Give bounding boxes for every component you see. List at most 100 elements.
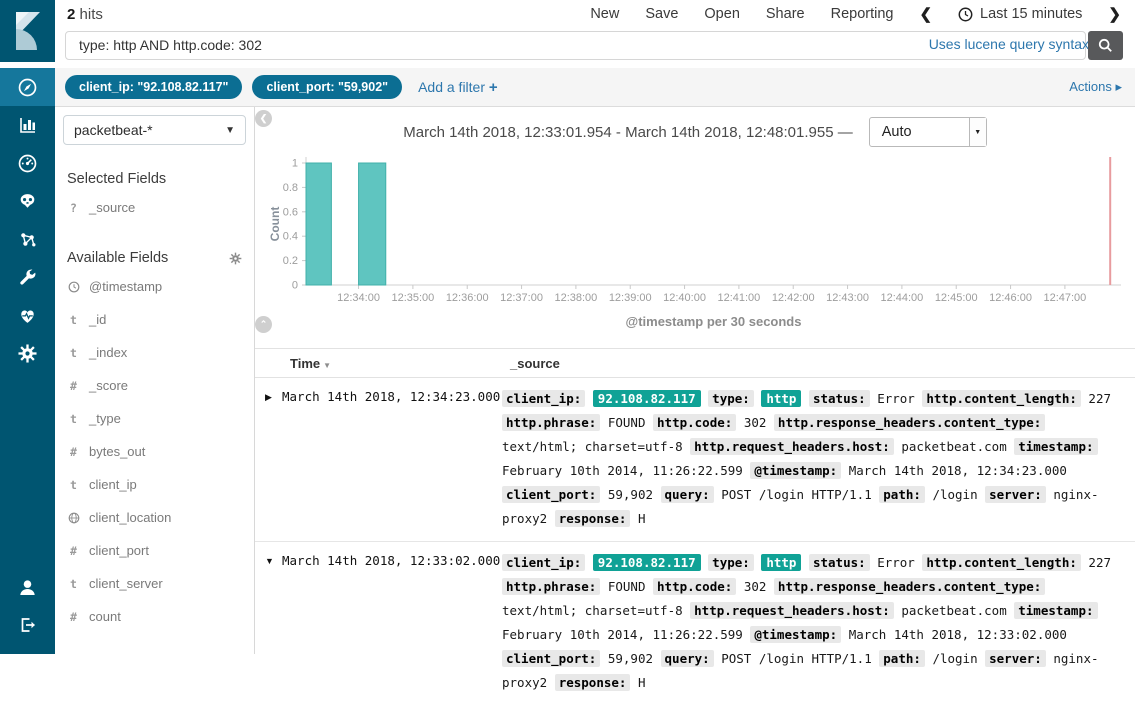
interval-value: Auto [881, 124, 912, 140]
field-item-source[interactable]: ? _source [55, 191, 254, 224]
nav-item-account[interactable] [0, 568, 55, 606]
chevron-down-icon: ▼ [968, 118, 986, 146]
lucene-syntax-link[interactable]: Uses lucene query syntax [928, 36, 1089, 52]
source-field-value: March 14th 2018, 12:33:02.000 [848, 627, 1067, 642]
compass-icon [18, 78, 37, 96]
svg-text:12:42:00: 12:42:00 [772, 292, 815, 304]
unknown-type-field-icon: ? [70, 200, 77, 215]
field-item-bytesout[interactable]: # bytes_out [55, 435, 254, 468]
nav-item-timelion[interactable] [0, 182, 55, 220]
source-field-key: query: [660, 486, 714, 503]
search-icon [1098, 38, 1112, 52]
svg-text:Count: Count [268, 207, 282, 242]
menu-save[interactable]: Save [645, 6, 679, 22]
index-pattern-label: packetbeat-* [74, 122, 153, 138]
svg-text:12:45:00: 12:45:00 [935, 292, 978, 304]
bar-chart-icon [19, 118, 35, 133]
kibana-logo[interactable] [0, 0, 55, 62]
nav-item-dev-tools[interactable] [0, 258, 55, 296]
menu-reporting[interactable]: Reporting [830, 6, 894, 22]
table-row: ▼ March 14th 2018, 12:33:02.000 client_ip:… [255, 542, 1135, 705]
field-name: _type [89, 411, 121, 426]
svg-text:12:43:00: 12:43:00 [826, 292, 869, 304]
source-field-key: server: [985, 650, 1046, 667]
source-field-key: http.request_headers.host: [690, 438, 894, 455]
filter-pill[interactable]: client_ip: "92.108.82.117" [65, 75, 243, 99]
source-field-value: packetbeat.com [901, 439, 1007, 454]
field-name: count [89, 609, 121, 624]
collapse-chart-icon[interactable]: ⌃ [255, 316, 272, 333]
add-filter-button[interactable]: Add a filter + [418, 78, 498, 96]
menu-open[interactable]: Open [704, 6, 740, 22]
field-name: @timestamp [89, 279, 163, 294]
nav-rail [0, 0, 55, 654]
nav-item-graph[interactable] [0, 220, 55, 258]
chart-header: March 14th 2018, 12:33:01.954 - March 14… [255, 116, 1135, 148]
svg-text:12:34:00: 12:34:00 [337, 292, 380, 304]
field-item-count[interactable]: # count [55, 600, 254, 633]
fields-sidebar: packetbeat-* ▼ Selected Fields ? _source … [55, 107, 255, 654]
nav-item-discover[interactable] [0, 68, 55, 106]
source-field-key: response: [554, 674, 631, 691]
filter-pill[interactable]: client_port: "59,902" [252, 75, 403, 99]
field-item-index[interactable]: t _index [55, 336, 254, 369]
filter-actions-button[interactable]: Actions ▸ [1069, 79, 1122, 94]
field-settings-gear-icon[interactable] [229, 252, 242, 265]
time-back-icon[interactable]: ❮ [919, 6, 933, 23]
nav-item-dashboard[interactable] [0, 144, 55, 182]
source-field-key: type: [708, 554, 754, 571]
column-header-source: _source [510, 355, 560, 371]
source-field-value: text/html; charset=utf-8 [502, 603, 683, 618]
source-field-key: http.code: [653, 414, 737, 431]
field-item-clientip[interactable]: t client_ip [55, 468, 254, 501]
histogram-chart[interactable]: 0 0.2 0.4 0.6 0.8 1 12:34:00 12:35:00 12:36:00 12… [255, 150, 1135, 340]
rail-separator [0, 62, 55, 68]
index-pattern-select[interactable]: packetbeat-* ▼ [63, 115, 246, 145]
hits-number: 2 [67, 6, 76, 23]
source-field-key: response: [554, 510, 631, 527]
source-field-value: 302 [743, 415, 767, 430]
field-item-clientserver[interactable]: t client_server [55, 567, 254, 600]
nav-item-management[interactable] [0, 334, 55, 372]
source-field-key: client_ip: [502, 554, 586, 571]
field-item-clientlocation[interactable]: client_location [55, 501, 254, 534]
table-header: Time ▼ _source [255, 348, 1135, 378]
top-bar: 2 hits New Save Open Share Reporting ❮ L… [55, 0, 1135, 68]
source-field-value: Error [877, 555, 915, 570]
field-item-timestamp[interactable]: @timestamp [55, 270, 254, 303]
nav-item-logout[interactable] [0, 606, 55, 644]
field-item-clientport[interactable]: # client_port [55, 534, 254, 567]
source-field-key: @timestamp: [750, 462, 842, 479]
menu-share[interactable]: Share [765, 6, 805, 22]
column-header-time[interactable]: Time ▼ [290, 355, 332, 371]
search-button[interactable] [1088, 31, 1123, 60]
source-field-key: http.phrase: [502, 578, 601, 595]
top-menu: New Save Open Share Reporting ❮ Last 15 … [590, 5, 1121, 23]
expand-row-icon[interactable]: ▶ [265, 392, 272, 402]
menu-new[interactable]: New [590, 6, 620, 22]
field-item-score[interactable]: # _score [55, 369, 254, 402]
globe-field-icon [67, 512, 80, 524]
field-name: client_ip [89, 477, 137, 492]
collapse-sidebar-icon[interactable]: ❮ [255, 110, 272, 127]
nav-item-monitoring[interactable] [0, 296, 55, 334]
chart-time-range-title: March 14th 2018, 12:33:01.954 - March 14… [403, 123, 853, 141]
interval-select[interactable]: Auto ▼ [868, 117, 987, 147]
svg-text:12:35:00: 12:35:00 [391, 292, 434, 304]
expand-row-icon[interactable]: ▼ [265, 556, 274, 566]
source-field-value: text/html; charset=utf-8 [502, 439, 683, 454]
field-item-type[interactable]: t _type [55, 402, 254, 435]
source-field-value: /login [932, 487, 978, 502]
svg-text:12:44:00: 12:44:00 [880, 292, 923, 304]
nav-item-visualize[interactable] [0, 106, 55, 144]
row-source: client_ip: 92.108.82.117 type: http stat… [502, 387, 1127, 531]
time-forward-icon[interactable]: ❯ [1108, 6, 1121, 23]
source-field-value: March 14th 2018, 12:34:23.000 [848, 463, 1067, 478]
svg-text:12:47:00: 12:47:00 [1043, 292, 1086, 304]
hits-count: 2 hits [67, 6, 103, 23]
svg-text:12:40:00: 12:40:00 [663, 292, 706, 304]
field-item-id[interactable]: t _id [55, 303, 254, 336]
plus-icon: + [488, 78, 498, 96]
time-picker[interactable]: Last 15 minutes [958, 6, 1082, 22]
search-input[interactable]: type: http AND http.code: 302 [65, 31, 1086, 60]
